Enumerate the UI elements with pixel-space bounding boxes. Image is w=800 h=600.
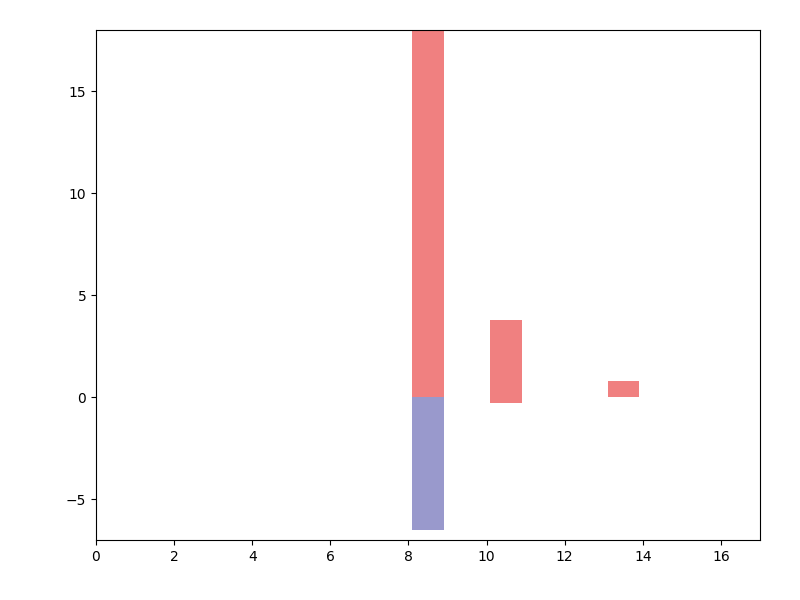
Bar — [608, 381, 639, 397]
Bar — [412, 397, 444, 530]
Bar — [490, 320, 522, 403]
Bar — [412, 30, 444, 397]
